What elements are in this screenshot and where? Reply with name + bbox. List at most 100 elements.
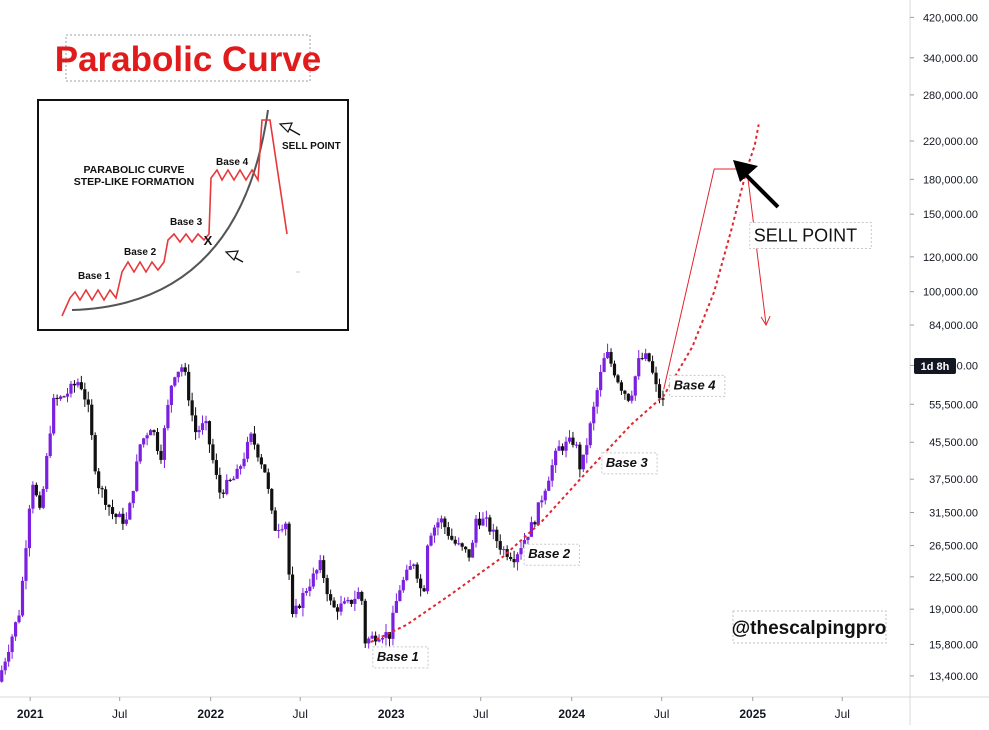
- y-tick-label-6: 120,000.00: [923, 252, 978, 264]
- base-label-2: Base 2: [523, 543, 580, 566]
- candle-174: [602, 353, 606, 373]
- candle-84: [290, 566, 295, 618]
- candle-131: [453, 536, 457, 546]
- candle-60: [207, 420, 212, 453]
- projection-arrowhead-icon: [760, 315, 771, 327]
- candle-114: [394, 593, 398, 613]
- watermark-text: @thescalpingpro: [732, 618, 887, 639]
- x-tick-label-9: Jul: [835, 707, 850, 721]
- candle-83: [287, 521, 291, 580]
- candle-185: [640, 352, 644, 361]
- inset-arrow-icon-2: [224, 250, 244, 263]
- candle-72: [249, 432, 253, 445]
- inset-base-4-label: Base 4: [216, 157, 249, 168]
- candle-96: [332, 597, 336, 609]
- candle-154: [533, 520, 537, 527]
- sell-point-label: SELL POINT: [749, 222, 872, 250]
- candle-178: [616, 373, 620, 384]
- candle-111: [384, 623, 388, 646]
- candle-175: [605, 343, 610, 360]
- candle-142: [491, 523, 495, 540]
- candle-161: [557, 440, 561, 451]
- candle-66: [228, 478, 232, 482]
- candle-165: [571, 431, 575, 448]
- y-tick-label-7: 100,000.00: [923, 287, 978, 299]
- candle-164: [567, 430, 572, 444]
- candle-27: [93, 432, 97, 475]
- candle-63: [218, 467, 222, 499]
- candle-47: [162, 425, 167, 469]
- x-tick-label-4: 2023: [378, 707, 405, 721]
- candle-129: [446, 521, 450, 540]
- y-tick-label-18: 13,400.00: [929, 671, 978, 683]
- candle-121: [419, 574, 423, 597]
- candle-53: [183, 362, 187, 376]
- candle-143: [495, 526, 499, 548]
- candle-170: [588, 421, 592, 449]
- candle-133: [460, 542, 464, 551]
- candle-35: [121, 507, 125, 530]
- candle-70: [242, 452, 246, 469]
- candle-48: [166, 399, 170, 431]
- candle-97: [335, 604, 340, 620]
- candle-108: [374, 631, 378, 646]
- candle-100: [346, 597, 350, 604]
- candle-116: [401, 576, 405, 593]
- candle-91: [315, 568, 319, 580]
- inset-sell-label: SELL POINT: [282, 141, 341, 152]
- candle-15: [52, 393, 56, 436]
- candle-122: [422, 585, 426, 592]
- countdown-badge: 1d 8h: [921, 361, 950, 373]
- candle-130: [450, 528, 454, 541]
- candle-49: [169, 385, 173, 413]
- candle-18: [62, 395, 66, 398]
- candle-82: [284, 521, 288, 536]
- candle-20: [69, 381, 73, 398]
- candle-42: [145, 432, 149, 446]
- base-label-3: Base 3: [601, 452, 658, 475]
- candle-8: [27, 504, 32, 557]
- base-label-1: Base 1: [372, 646, 429, 669]
- candle-79: [273, 507, 277, 531]
- x-tick-label-8: 2025: [739, 707, 766, 721]
- candle-25: [86, 391, 90, 413]
- candle-56: [194, 407, 198, 440]
- sell-point-arrow-icon: [733, 160, 780, 209]
- candle-187: [647, 352, 651, 363]
- base-label-4: Base 4: [669, 374, 726, 397]
- candle-52: [180, 364, 184, 377]
- inset-arrow-icon: [278, 122, 301, 136]
- x-tick-label-2: 2022: [197, 707, 224, 721]
- candle-127: [439, 515, 443, 529]
- candle-76: [263, 464, 267, 473]
- y-tick-label-2: 280,000.00: [923, 90, 978, 102]
- candle-144: [498, 534, 502, 555]
- candle-176: [609, 348, 613, 367]
- y-tick-label-14: 26,500.00: [929, 541, 978, 553]
- candle-148: [512, 550, 516, 568]
- candle-69: [239, 464, 243, 475]
- candle-4: [13, 621, 18, 641]
- svg-text:Base 2: Base 2: [528, 546, 571, 561]
- chart-title: Parabolic Curve: [55, 40, 322, 79]
- y-tick-label-0: 420,000.00: [923, 12, 978, 24]
- candle-89: [308, 578, 312, 597]
- candle-113: [391, 605, 395, 646]
- candle-182: [630, 390, 634, 404]
- candle-95: [329, 589, 333, 606]
- candle-149: [515, 552, 520, 571]
- candle-85: [294, 598, 298, 618]
- candle-77: [266, 468, 270, 494]
- candle-64: [221, 489, 225, 498]
- countdown-badge-bg: [914, 358, 956, 374]
- x-tick-label-6: 2024: [558, 707, 585, 721]
- candle-59: [204, 415, 208, 431]
- candle-34: [117, 511, 122, 518]
- candle-2: [7, 644, 11, 667]
- candle-186: [644, 348, 648, 362]
- x-tick-label-7: Jul: [654, 707, 669, 721]
- candle-44: [152, 429, 156, 436]
- y-tick-label-15: 22,500.00: [929, 572, 978, 584]
